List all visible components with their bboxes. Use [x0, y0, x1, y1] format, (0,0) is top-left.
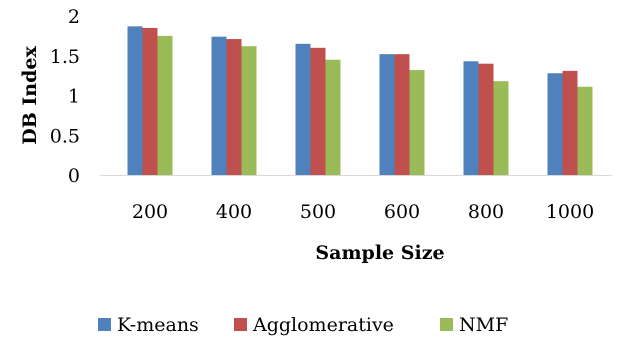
bar-nmf-800: [493, 81, 509, 175]
bar-agglomerative-800: [478, 63, 494, 176]
bar-agglomerative-400: [226, 39, 242, 176]
x-tick-label: 400: [216, 201, 252, 223]
y-tick-label: 1: [68, 86, 80, 108]
bar-nmf-500: [325, 59, 341, 175]
y-tick-label: 0.5: [50, 125, 80, 147]
bar-agglomerative-1000: [562, 70, 578, 175]
x-tick-label: 500: [300, 201, 336, 223]
bar-nmf-1000: [577, 86, 593, 175]
bar-k-means-1000: [547, 73, 563, 175]
legend-swatch-nmf: [440, 318, 453, 331]
bar-k-means-500: [295, 43, 311, 176]
y-tick-label: 2: [68, 6, 80, 28]
legend-label: K-means: [117, 314, 199, 336]
x-axis-ticks: 200 400 500 600 800 1000: [132, 201, 594, 223]
bar-agglomerative-500: [310, 47, 326, 175]
legend: K-means Agglomerative NMF: [98, 314, 508, 336]
legend-swatch-k-means: [98, 318, 111, 331]
bar-k-means-200: [127, 26, 143, 176]
y-axis-title: DB Index: [19, 46, 41, 145]
y-tick-label: 1.5: [50, 46, 80, 68]
y-tick-label: 0: [68, 165, 80, 187]
bar-k-means-800: [463, 61, 479, 175]
bar-agglomerative-200: [142, 27, 158, 175]
bar-k-means-600: [379, 54, 395, 175]
bars: [127, 26, 593, 176]
bar-agglomerative-600: [394, 54, 410, 175]
y-axis-ticks: 0 0.5 1 1.5 2: [50, 6, 80, 187]
x-tick-label: 200: [132, 201, 168, 223]
x-axis-title: Sample Size: [315, 242, 444, 264]
x-tick-label: 600: [384, 201, 420, 223]
bar-nmf-400: [241, 46, 257, 176]
bar-nmf-600: [409, 70, 425, 175]
x-tick-label: 1000: [546, 201, 594, 223]
bar-nmf-200: [157, 35, 173, 175]
legend-label: NMF: [459, 314, 508, 336]
bar-k-means-400: [211, 36, 227, 175]
legend-swatch-agglomerative: [234, 318, 247, 331]
x-tick-label: 800: [468, 201, 504, 223]
legend-label: Agglomerative: [252, 314, 394, 336]
